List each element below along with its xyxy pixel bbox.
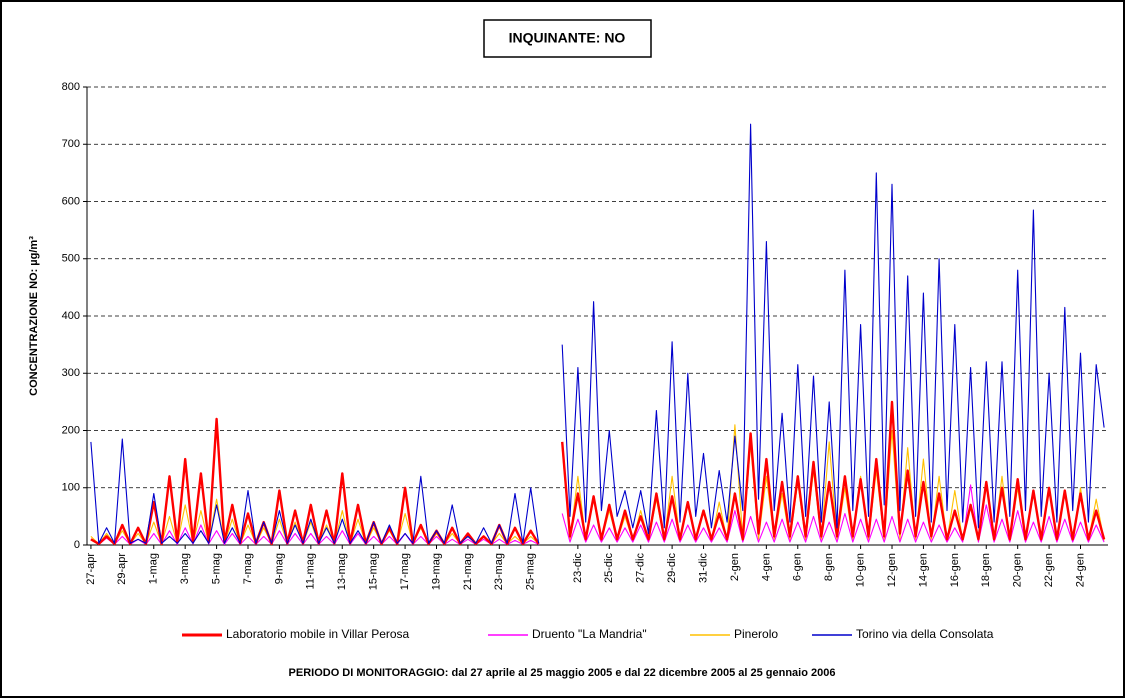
y-tick-label: 0 [74, 539, 80, 551]
x-tick-label: 11-mag [305, 553, 317, 589]
x-tick-label: 4-gen [760, 553, 772, 581]
x-tick-label: 18-gen [980, 553, 992, 587]
x-tick-label: 8-gen [823, 553, 835, 581]
x-tick-label: 10-gen [855, 553, 867, 587]
x-tick-label: 15-mag [368, 553, 380, 590]
x-tick-label: 22-gen [1043, 553, 1055, 587]
y-tick-label: 100 [62, 482, 80, 494]
x-tick-label: 5-mag [210, 553, 222, 584]
x-tick-label: 29-dic [666, 553, 678, 583]
chart-title: INQUINANTE: NO [509, 30, 626, 46]
legend-label: Druento "La Mandria" [532, 627, 647, 641]
series-line [90, 484, 1105, 545]
x-tick-label: 31-dic [697, 553, 709, 583]
y-tick-label: 800 [62, 81, 80, 93]
y-axis-label: CONCENTRAZIONE NO: µg/m³ [28, 236, 40, 396]
x-tick-label: 3-mag [179, 553, 191, 584]
x-tick-label: 17-mag [399, 553, 411, 590]
legend-label: Torino via della Consolata [856, 627, 994, 641]
footer: PERIODO DI MONITORAGGIO: dal 27 aprile a… [289, 667, 836, 679]
x-tick-label: 23-dic [572, 553, 584, 583]
x-tick-label: 13-mag [336, 553, 348, 590]
x-tick-label: 6-gen [792, 553, 804, 581]
x-tick-label: 25-mag [525, 553, 537, 590]
x-tick-label: 7-mag [242, 553, 254, 584]
x-tick-label: 12-gen [886, 553, 898, 587]
x-tick-label: 19-mag [430, 553, 442, 590]
x-tick-label: 25-dic [603, 553, 615, 583]
y-tick-label: 500 [62, 253, 80, 265]
x-tick-label: 2-gen [729, 553, 741, 581]
x-tick-label: 20-gen [1012, 553, 1024, 587]
x-tick-label: 23-mag [493, 553, 505, 590]
y-tick-label: 400 [62, 310, 80, 322]
title-box [483, 19, 652, 58]
x-tick-label: 14-gen [917, 553, 929, 587]
legend-label: Laboratorio mobile in Villar Perosa [226, 627, 410, 641]
x-tick-label: 29-apr [116, 553, 128, 585]
x-tick-label: 24-gen [1074, 553, 1086, 587]
y-tick-label: 300 [62, 367, 80, 379]
x-tick-label: 21-mag [462, 553, 474, 590]
y-tick-label: 600 [62, 195, 80, 207]
x-tick-label: 27-dic [635, 553, 647, 583]
y-tick-label: 200 [62, 424, 80, 436]
x-tick-label: 27-apr [85, 553, 97, 585]
series-line [90, 400, 1106, 546]
series-line [90, 123, 1105, 544]
x-tick-label: 9-mag [273, 553, 285, 584]
x-tick-label: 16-gen [949, 553, 961, 587]
legend-label: Pinerolo [734, 627, 778, 641]
y-tick-label: 700 [62, 138, 80, 150]
x-tick-label: 1-mag [148, 553, 160, 584]
